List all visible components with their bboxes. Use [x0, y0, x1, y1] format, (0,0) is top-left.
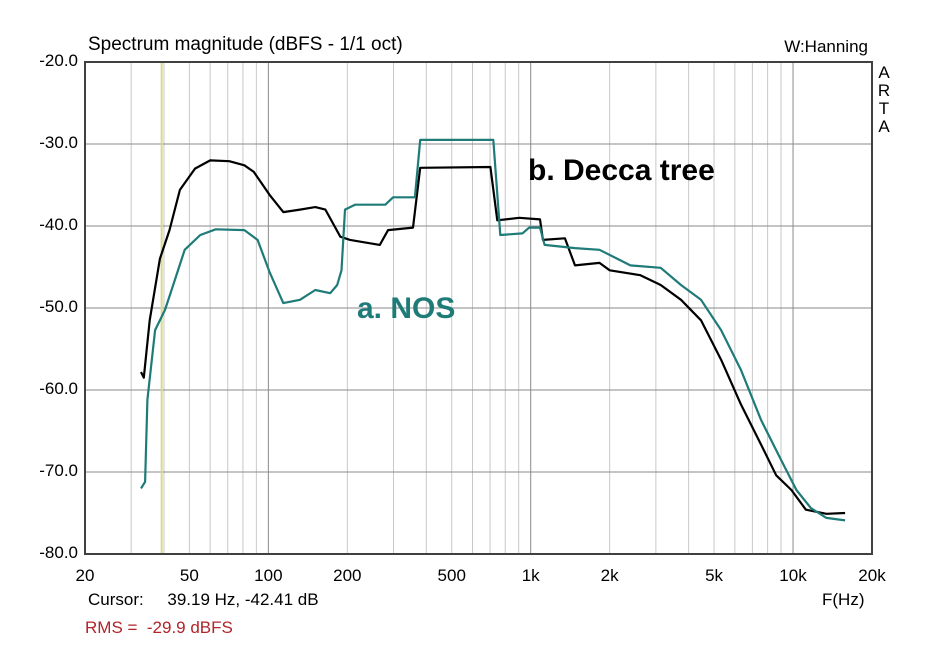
x-tick-label: 100 — [254, 566, 283, 585]
decca-tree-label: b. Decca tree — [528, 154, 715, 187]
y-tick-label: -60.0 — [39, 379, 78, 398]
y-tick-label: -40.0 — [39, 215, 78, 234]
brand-letter: A — [878, 63, 890, 82]
chart-title: Spectrum magnitude (dBFS - 1/1 oct) — [88, 34, 403, 55]
x-tick-label: 50 — [179, 566, 199, 585]
y-tick-label: -70.0 — [39, 461, 78, 480]
y-tick-label: -20.0 — [39, 51, 78, 70]
x-tick-label: 1k — [521, 566, 540, 585]
x-tick-label: 20k — [858, 566, 886, 585]
y-tick-label: -30.0 — [39, 133, 78, 152]
x-tick-label: 2k — [600, 566, 619, 585]
cursor-label: Cursor: — [88, 590, 144, 609]
y-tick-label: -80.0 — [39, 543, 78, 562]
brand-letter: T — [878, 99, 890, 118]
brand-letter: R — [877, 81, 891, 100]
window-function-label: W:Hanning — [784, 37, 868, 56]
cursor-value: 39.19 Hz, -42.41 dB — [167, 590, 319, 609]
x-tick-label: 5k — [705, 566, 724, 585]
x-tick-label: 200 — [333, 566, 362, 585]
x-axis-unit: F(Hz) — [822, 590, 865, 609]
arta-brand: A R T A — [877, 64, 891, 136]
nos-label: a. NOS — [357, 292, 456, 325]
x-tick-label: 500 — [437, 566, 466, 585]
curves — [140, 138, 846, 522]
decca-tree-curve — [140, 159, 846, 515]
brand-letter: A — [878, 117, 890, 136]
y-tick-label: -50.0 — [39, 297, 78, 316]
cursor-readout: Cursor: 39.19 Hz, -42.41 dB — [88, 590, 319, 610]
plot-frame — [84, 61, 873, 555]
grid-lines — [85, 61, 872, 555]
x-tick-label: 10k — [779, 566, 807, 585]
rms-readout: RMS = -29.9 dBFS — [85, 618, 233, 637]
x-tick-label: 20 — [75, 566, 95, 585]
nos-curve — [140, 138, 846, 522]
